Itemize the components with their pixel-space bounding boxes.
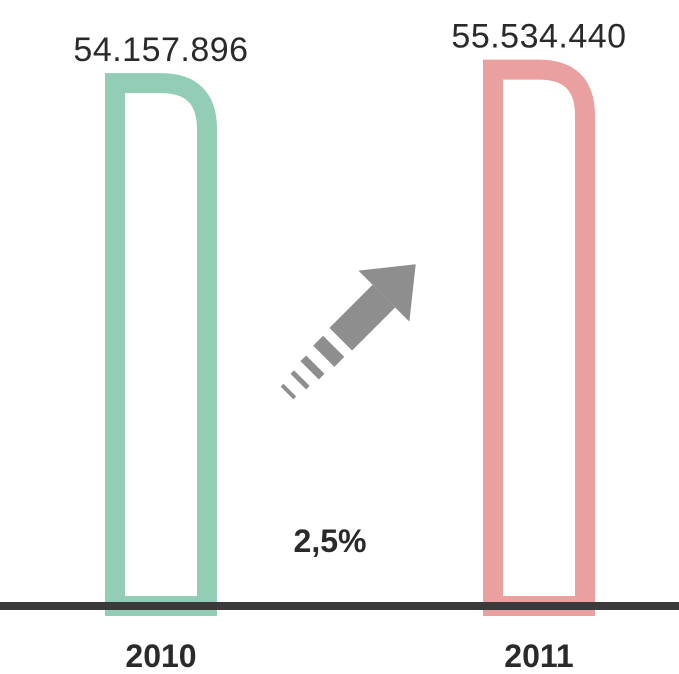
bar-2010 xyxy=(105,73,217,616)
arrow-shaft-segment xyxy=(313,335,345,367)
arrow-shaft-segment xyxy=(290,370,310,390)
labels-layer: 54.157.896 2010 55.534.440 2011 xyxy=(73,18,626,674)
arrow-shaft-segment xyxy=(280,383,297,400)
arrow-head xyxy=(358,264,416,322)
growth-percentage-label: 2,5% xyxy=(294,523,367,559)
growth-arrow xyxy=(280,264,416,400)
bar-2011 xyxy=(483,59,595,616)
dashed-arrow-up-right-icon xyxy=(280,264,416,400)
bars-layer xyxy=(105,59,595,616)
category-label-2011: 2011 xyxy=(504,638,573,674)
arrow-shaft-segment xyxy=(300,355,325,380)
value-label-2010: 54.157.896 xyxy=(73,31,248,69)
arrow-shaft-segment xyxy=(329,284,396,351)
category-label-2010: 2010 xyxy=(125,638,196,674)
value-label-2011: 55.534.440 xyxy=(451,18,626,56)
